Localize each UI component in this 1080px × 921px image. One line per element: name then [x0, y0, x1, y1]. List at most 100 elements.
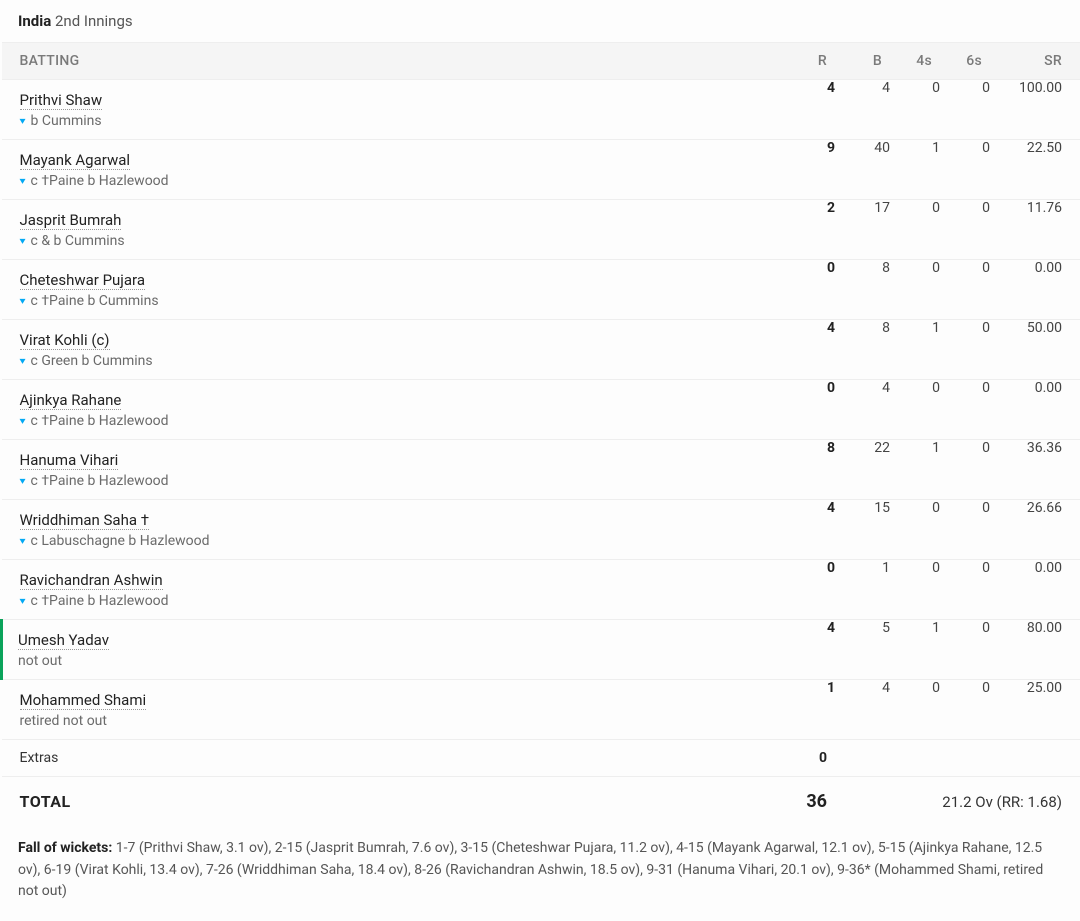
chevron-down-icon[interactable]: ▾ — [19, 356, 25, 367]
runs: 1 — [775, 680, 835, 740]
chevron-down-icon[interactable]: ▾ — [19, 536, 25, 547]
player-name-link[interactable]: Umesh Yadav — [18, 631, 109, 650]
strike-rate: 0.00 — [990, 260, 1080, 320]
dismissal-text: retired not out — [20, 713, 107, 729]
dismissal-text: c †Paine b Hazlewood — [31, 473, 169, 489]
sixes: 0 — [940, 560, 990, 620]
sixes: 0 — [940, 380, 990, 440]
dismissal-text: c & b Cummins — [31, 233, 125, 249]
sixes: 0 — [940, 620, 990, 680]
player-name-link[interactable]: Virat Kohli (c) — [20, 331, 110, 350]
player-name-link[interactable]: Hanuma Vihari — [20, 451, 119, 470]
chevron-down-icon[interactable]: ▾ — [19, 116, 25, 127]
dismissal-text: not out — [18, 653, 62, 669]
innings-label: 2nd Innings — [55, 12, 133, 30]
dismissal-text: c †Paine b Hazlewood — [31, 413, 169, 429]
balls: 4 — [835, 380, 890, 440]
sixes: 0 — [940, 140, 990, 200]
batter-row: Mohammed Shami retired not out 1 4 0 0 2… — [2, 680, 1080, 740]
fall-of-wickets: Fall of wickets: 1-7 (Prithvi Shaw, 3.1 … — [0, 826, 1080, 921]
chevron-down-icon[interactable]: ▾ — [19, 416, 25, 427]
runs: 4 — [775, 500, 835, 560]
player-name-link[interactable]: Mayank Agarwal — [20, 151, 131, 170]
chevron-down-icon[interactable]: ▾ — [19, 476, 25, 487]
extras-row: Extras 0 — [2, 740, 1080, 777]
fours: 0 — [890, 200, 940, 260]
dismissal-text: c †Paine b Hazlewood — [31, 593, 169, 609]
balls: 15 — [835, 500, 890, 560]
balls: 17 — [835, 200, 890, 260]
batter-row: Wriddhiman Saha † ▾ c Labuschagne b Hazl… — [2, 500, 1080, 560]
runs: 4 — [775, 80, 835, 140]
dismissal-text: c †Paine b Cummins — [31, 293, 159, 309]
col-runs: R — [775, 43, 835, 80]
col-batting: BATTING — [2, 43, 776, 80]
balls: 40 — [835, 140, 890, 200]
strike-rate: 80.00 — [990, 620, 1080, 680]
dismissal-text: c Labuschagne b Hazlewood — [31, 533, 210, 549]
runs: 4 — [775, 620, 835, 680]
player-name-link[interactable]: Jasprit Bumrah — [20, 211, 122, 230]
sixes: 0 — [940, 500, 990, 560]
balls: 22 — [835, 440, 890, 500]
col-fours: 4s — [890, 43, 940, 80]
total-row: TOTAL 36 21.2 Ov (RR: 1.68) — [2, 777, 1080, 827]
dismissal-text: b Cummins — [31, 113, 102, 129]
fours: 0 — [890, 680, 940, 740]
runs: 0 — [775, 560, 835, 620]
fours: 0 — [890, 380, 940, 440]
chevron-down-icon[interactable]: ▾ — [19, 596, 25, 607]
player-name-link[interactable]: Ajinkya Rahane — [20, 391, 122, 410]
extras-value: 0 — [775, 740, 835, 777]
scorecard: India 2nd Innings BATTING R B 4s 6s SR P… — [0, 0, 1080, 921]
batter-row: Virat Kohli (c) ▾ c Green b Cummins 4 8 … — [2, 320, 1080, 380]
player-name-link[interactable]: Ravichandran Ashwin — [20, 571, 163, 590]
sixes: 0 — [940, 680, 990, 740]
strike-rate: 25.00 — [990, 680, 1080, 740]
chevron-down-icon[interactable]: ▾ — [19, 236, 25, 247]
sixes: 0 — [940, 320, 990, 380]
strike-rate: 22.50 — [990, 140, 1080, 200]
fow-label: Fall of wickets: — [18, 840, 112, 856]
player-name-link[interactable]: Prithvi Shaw — [20, 91, 103, 110]
batter-row: Prithvi Shaw ▾ b Cummins 4 4 0 0 100.00 — [2, 80, 1080, 140]
fow-text: 1-7 (Prithvi Shaw, 3.1 ov), 2-15 (Jaspri… — [18, 840, 1043, 899]
batter-row: Umesh Yadav not out 4 5 1 0 80.00 — [2, 620, 1080, 680]
fours: 0 — [890, 560, 940, 620]
fours: 0 — [890, 80, 940, 140]
fours: 1 — [890, 620, 940, 680]
batter-row: Cheteshwar Pujara ▾ c †Paine b Cummins 0… — [2, 260, 1080, 320]
player-name-link[interactable]: Mohammed Shami — [20, 691, 147, 710]
batter-row: Ravichandran Ashwin ▾ c †Paine b Hazlewo… — [2, 560, 1080, 620]
chevron-down-icon[interactable]: ▾ — [19, 176, 25, 187]
strike-rate: 0.00 — [990, 560, 1080, 620]
sixes: 0 — [940, 440, 990, 500]
strike-rate: 36.36 — [990, 440, 1080, 500]
batter-row: Jasprit Bumrah ▾ c & b Cummins 2 17 0 0 … — [2, 200, 1080, 260]
innings-header: India 2nd Innings — [0, 0, 1080, 42]
total-label: TOTAL — [2, 777, 776, 827]
fours: 0 — [890, 500, 940, 560]
sixes: 0 — [940, 260, 990, 320]
runs: 9 — [775, 140, 835, 200]
table-header-row: BATTING R B 4s 6s SR — [2, 43, 1080, 80]
strike-rate: 100.00 — [990, 80, 1080, 140]
col-sixes: 6s — [940, 43, 990, 80]
chevron-down-icon[interactable]: ▾ — [19, 296, 25, 307]
player-name-link[interactable]: Wriddhiman Saha † — [20, 511, 150, 530]
balls: 8 — [835, 260, 890, 320]
strike-rate: 50.00 — [990, 320, 1080, 380]
fours: 1 — [890, 140, 940, 200]
strike-rate: 26.66 — [990, 500, 1080, 560]
total-value: 36 — [775, 777, 835, 827]
balls: 8 — [835, 320, 890, 380]
balls: 1 — [835, 560, 890, 620]
runs: 2 — [775, 200, 835, 260]
col-balls: B — [835, 43, 890, 80]
runs: 0 — [775, 380, 835, 440]
player-name-link[interactable]: Cheteshwar Pujara — [20, 271, 146, 290]
strike-rate: 11.76 — [990, 200, 1080, 260]
strike-rate: 0.00 — [990, 380, 1080, 440]
runs: 0 — [775, 260, 835, 320]
fours: 1 — [890, 320, 940, 380]
